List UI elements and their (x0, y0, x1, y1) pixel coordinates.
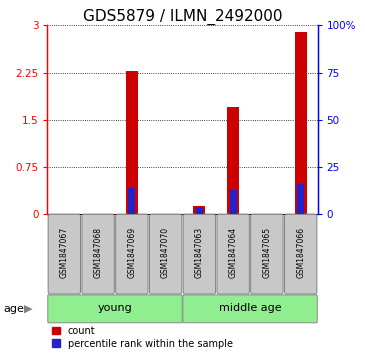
Bar (126, 72, 138, 214)
Bar (297, 184, 304, 214)
Text: GDS5879 / ILMN_2492000: GDS5879 / ILMN_2492000 (83, 9, 282, 25)
Bar (227, 107, 239, 214)
FancyBboxPatch shape (183, 214, 216, 294)
Text: age: age (4, 303, 24, 314)
FancyBboxPatch shape (48, 214, 81, 294)
FancyBboxPatch shape (149, 214, 182, 294)
Text: ▶: ▶ (24, 303, 32, 314)
FancyBboxPatch shape (217, 214, 249, 294)
Text: GSM1847067: GSM1847067 (60, 227, 69, 278)
Bar (128, 188, 135, 214)
Text: GSM1847064: GSM1847064 (228, 227, 238, 278)
Text: GSM1847066: GSM1847066 (296, 227, 305, 278)
Bar (230, 189, 237, 214)
Text: middle age: middle age (219, 303, 281, 313)
FancyBboxPatch shape (183, 295, 317, 323)
Text: GSM1847070: GSM1847070 (161, 227, 170, 278)
FancyBboxPatch shape (116, 214, 148, 294)
FancyBboxPatch shape (48, 295, 182, 323)
FancyBboxPatch shape (284, 214, 317, 294)
Text: GSM1847065: GSM1847065 (262, 227, 272, 278)
FancyBboxPatch shape (251, 214, 283, 294)
Text: GSM1847068: GSM1847068 (93, 227, 103, 278)
Legend: count, percentile rank within the sample: count, percentile rank within the sample (52, 326, 233, 348)
Text: young: young (97, 303, 132, 313)
Bar (295, 32, 307, 214)
Text: GSM1847069: GSM1847069 (127, 227, 137, 278)
Bar (193, 206, 205, 214)
FancyBboxPatch shape (82, 214, 114, 294)
Bar (196, 207, 203, 214)
Text: GSM1847063: GSM1847063 (195, 227, 204, 278)
